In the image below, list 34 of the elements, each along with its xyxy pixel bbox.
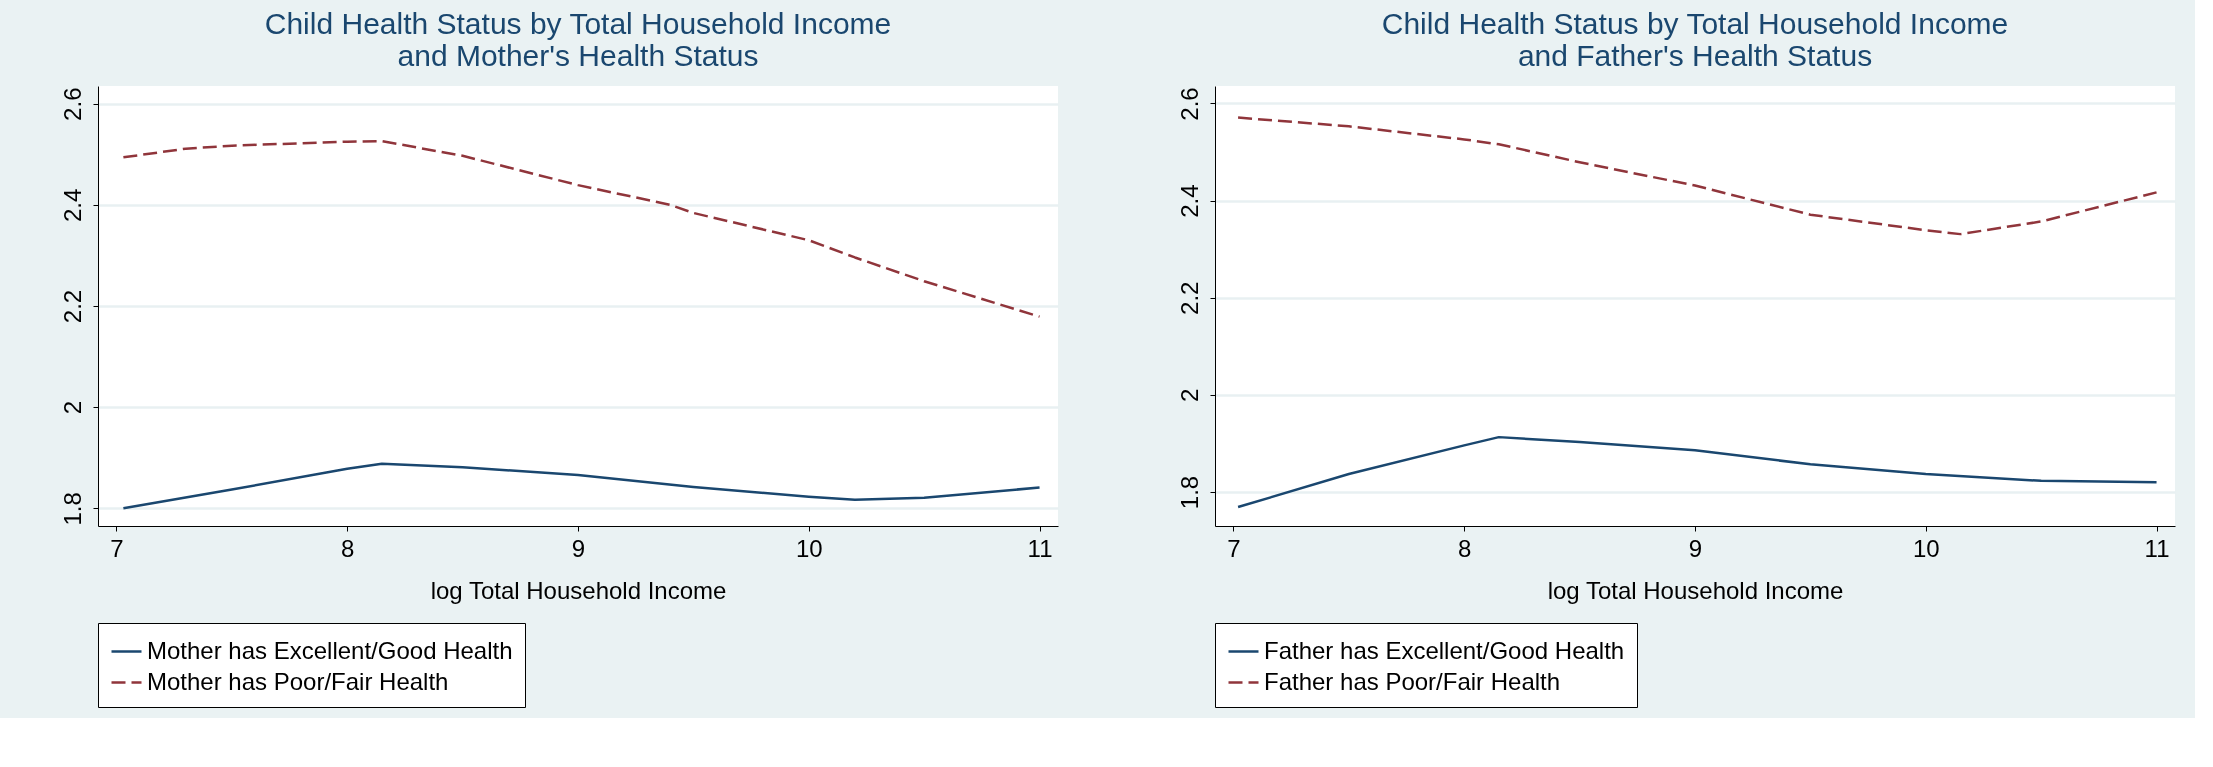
x-tick-label: 11	[2144, 534, 2170, 562]
x-tick-label: 9	[571, 534, 586, 562]
y-tick-label: 1.8	[58, 492, 86, 526]
legend-label: Father has Excellent/Good Health	[1264, 636, 1625, 664]
y-tick-label: 2.2	[1175, 281, 1203, 315]
x-axis-title: log Total Household Income	[1547, 576, 1844, 604]
y-tick-label: 2	[58, 400, 86, 415]
x-tick-label: 9	[1688, 534, 1703, 562]
x-tick-label: 8	[341, 534, 355, 562]
text: Child Health Status by Total Household Income	[1381, 7, 2009, 40]
x-tick-label: 10	[795, 534, 823, 562]
y-tick-label: 2.2	[58, 289, 86, 324]
y-tick-label: 2.4	[58, 188, 86, 223]
y-tick-label: 2.6	[1175, 87, 1203, 121]
legend-label: Mother has Poor/Fair Health	[147, 667, 449, 695]
text: Child Health Status by Total Household Income	[264, 7, 892, 40]
text: and Mother's Health Status	[397, 39, 759, 72]
x-tick-label: 11	[1027, 534, 1053, 562]
x-tick-label: 7	[110, 534, 124, 562]
legend-label: Father has Poor/Fair Health	[1264, 667, 1561, 695]
legend-label: Mother has Excellent/Good Health	[147, 636, 513, 664]
x-tick-label: 8	[1458, 534, 1472, 562]
line-series	[1236, 116, 2158, 236]
y-tick-label: 2.6	[58, 87, 86, 121]
y-tick-label: 2.4	[1175, 184, 1203, 218]
x-axis-title: log Total Household Income	[430, 576, 727, 604]
line-series	[122, 462, 1041, 510]
y-tick-label: 2	[1175, 388, 1203, 403]
text: and Father's Health Status	[1517, 39, 1873, 72]
line-series	[122, 139, 1041, 318]
y-tick-label: 1.8	[1175, 475, 1203, 510]
x-tick-label: 7	[1227, 534, 1241, 562]
line-series	[1236, 435, 2158, 509]
x-tick-label: 10	[1912, 534, 1940, 562]
